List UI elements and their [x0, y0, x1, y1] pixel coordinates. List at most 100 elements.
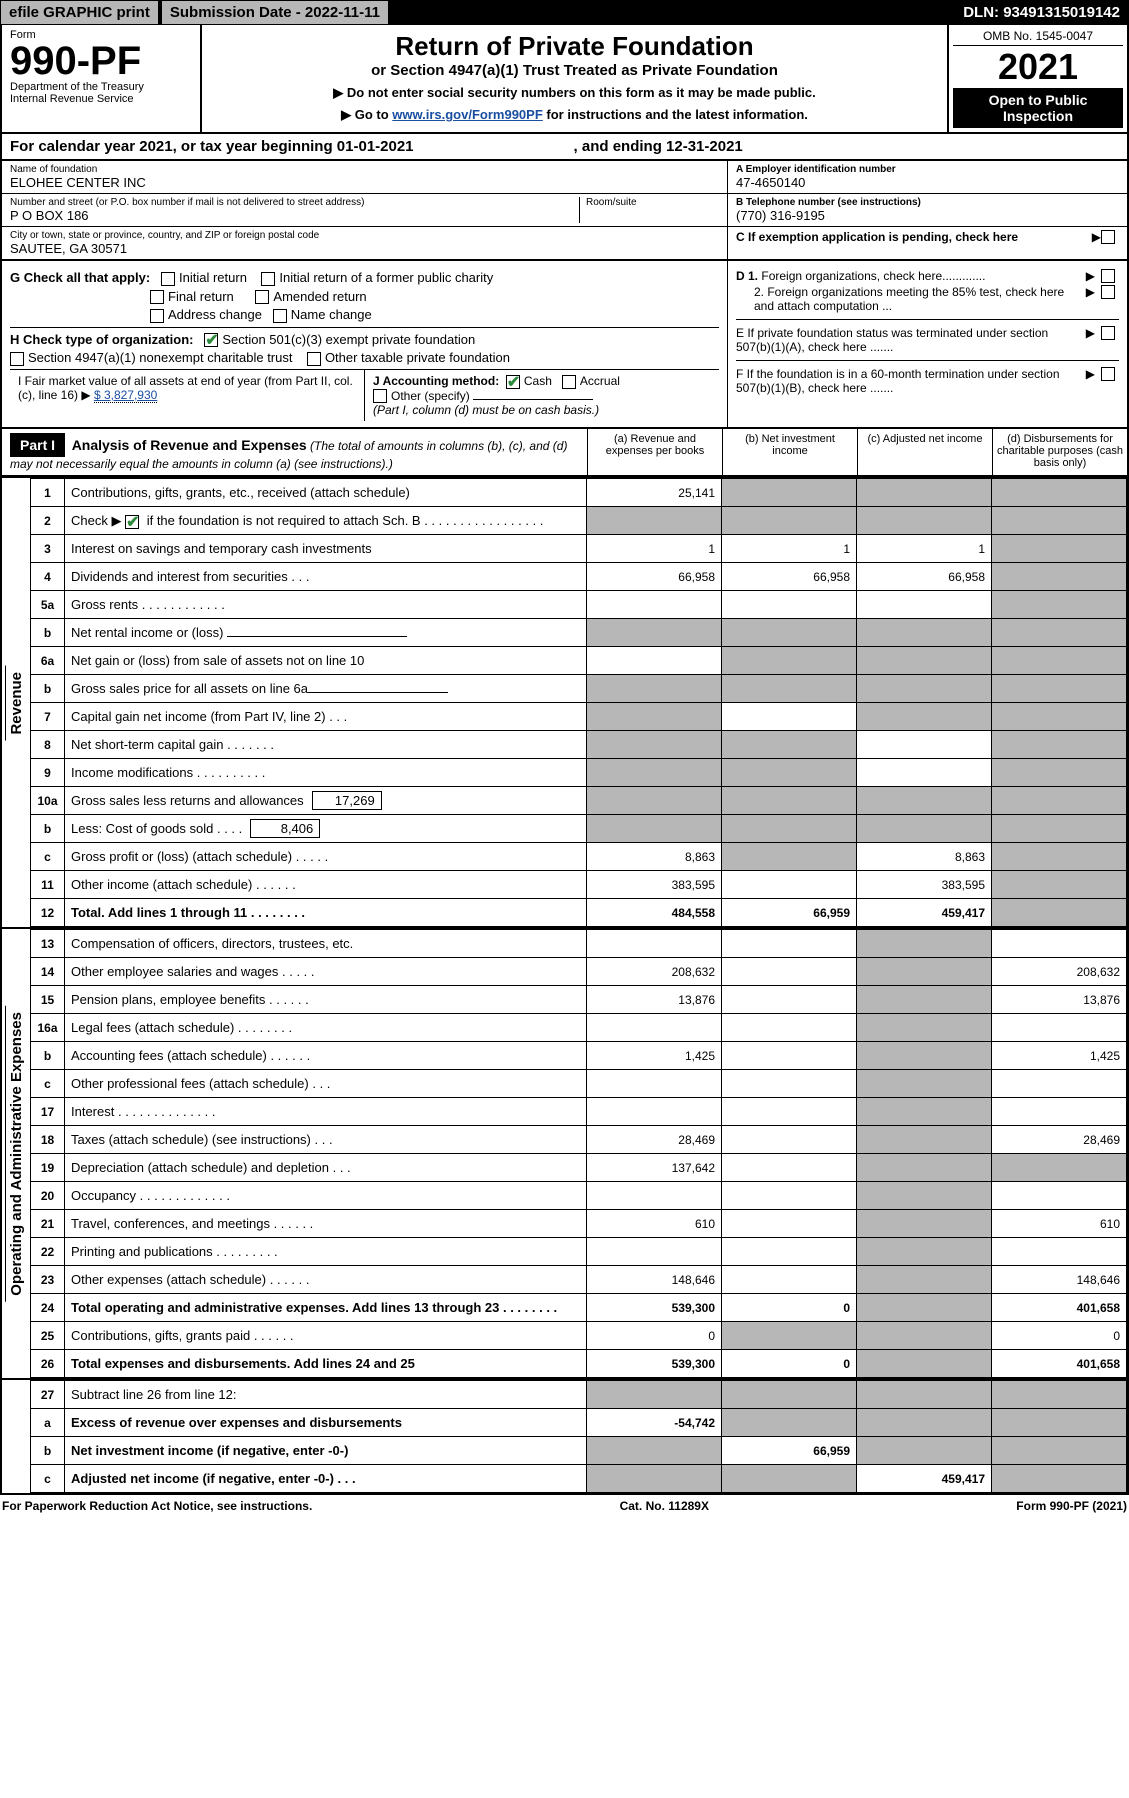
table-row: 3Interest on savings and temporary cash …	[31, 535, 1127, 563]
submission-date: Submission Date - 2022-11-11	[162, 1, 388, 24]
table-row: 14Other employee salaries and wages . . …	[31, 958, 1127, 986]
dln: DLN: 93491315019142	[955, 1, 1128, 24]
j1-text: Cash	[524, 374, 552, 388]
d1-checkbox[interactable]	[1101, 269, 1115, 283]
tax-year: 2021	[953, 46, 1123, 88]
j3-checkbox[interactable]	[373, 389, 387, 403]
h2-checkbox[interactable]	[10, 352, 24, 366]
table-row: bGross sales price for all assets on lin…	[31, 675, 1127, 703]
table-row: 11Other income (attach schedule) . . . .…	[31, 871, 1127, 899]
h3-checkbox[interactable]	[307, 352, 321, 366]
g4-checkbox[interactable]	[255, 290, 269, 304]
ij-row: I Fair market value of all assets at end…	[10, 369, 719, 422]
part1-desc: Part I Analysis of Revenue and Expenses …	[2, 429, 587, 475]
arrow-icon: ▶	[1086, 326, 1095, 340]
form-subtitle: or Section 4947(a)(1) Trust Treated as P…	[212, 62, 937, 79]
g-row-2: Final return Amended return	[10, 289, 719, 305]
part1-block: Part I Analysis of Revenue and Expenses …	[0, 429, 1129, 478]
line27-side	[2, 1380, 30, 1493]
phone-value: (770) 316-9195	[736, 208, 1119, 223]
table-row: 6aNet gain or (loss) from sale of assets…	[31, 647, 1127, 675]
g1-checkbox[interactable]	[161, 272, 175, 286]
part1-title: Analysis of Revenue and Expenses	[72, 437, 307, 453]
col-c-head: (c) Adjusted net income	[857, 429, 992, 475]
phone-cell: B Telephone number (see instructions) (7…	[728, 194, 1127, 227]
expenses-label: Operating and Administrative Expenses	[5, 1006, 27, 1302]
form-title: Return of Private Foundation	[212, 31, 937, 62]
g6-checkbox[interactable]	[273, 309, 287, 323]
table-row: 8Net short-term capital gain . . . . . .…	[31, 731, 1127, 759]
h2-text: Section 4947(a)(1) nonexempt charitable …	[28, 350, 292, 365]
j2-checkbox[interactable]	[562, 375, 576, 389]
g5-checkbox[interactable]	[150, 309, 164, 323]
city-label: City or town, state or province, country…	[10, 230, 719, 241]
j-label: J Accounting method:	[373, 374, 499, 388]
table-row: 22Printing and publications . . . . . . …	[31, 1238, 1127, 1266]
exemption-checkbox[interactable]	[1101, 230, 1115, 244]
table-row: aExcess of revenue over expenses and dis…	[31, 1409, 1127, 1437]
col-d-head: (d) Disbursements for charitable purpose…	[992, 429, 1127, 475]
schb-checkbox[interactable]	[125, 515, 139, 529]
col-b-head: (b) Net investment income	[722, 429, 857, 475]
d2-checkbox[interactable]	[1101, 285, 1115, 299]
table-row: 16aLegal fees (attach schedule) . . . . …	[31, 1014, 1127, 1042]
table-row: 24Total operating and administrative exp…	[31, 1294, 1127, 1322]
table-row: 10aGross sales less returns and allowanc…	[31, 787, 1127, 815]
table-row: cGross profit or (loss) (attach schedule…	[31, 843, 1127, 871]
city-value: SAUTEE, GA 30571	[10, 241, 719, 256]
addr-left: Number and street (or P.O. box number if…	[10, 197, 579, 223]
arrow-icon: ▶	[1086, 367, 1095, 381]
omb-number: OMB No. 1545-0047	[953, 29, 1123, 46]
table-row: 18Taxes (attach schedule) (see instructi…	[31, 1126, 1127, 1154]
room-cell: Room/suite	[579, 197, 719, 223]
table-row: 27Subtract line 26 from line 12:	[31, 1381, 1127, 1409]
e-checkbox[interactable]	[1101, 326, 1115, 340]
table-row: 7Capital gain net income (from Part IV, …	[31, 703, 1127, 731]
g2-checkbox[interactable]	[261, 272, 275, 286]
d2-text: 2. Foreign organizations meeting the 85%…	[736, 285, 1080, 313]
revenue-table: 1Contributions, gifts, grants, etc., rec…	[30, 478, 1127, 927]
j1-checkbox[interactable]	[506, 375, 520, 389]
checks-left: G Check all that apply: Initial return I…	[2, 261, 727, 427]
revenue-grid: 1Contributions, gifts, grants, etc., rec…	[30, 478, 1127, 927]
i-value[interactable]: $ 3,827,930	[94, 388, 157, 403]
h-row: H Check type of organization: Section 50…	[10, 327, 719, 348]
cal-text-1: For calendar year 2021, or tax year begi…	[10, 138, 414, 155]
h1-checkbox[interactable]	[204, 333, 218, 347]
col-a-head: (a) Revenue and expenses per books	[587, 429, 722, 475]
e-row: E If private foundation status was termi…	[736, 319, 1119, 354]
f-text: F If the foundation is in a 60-month ter…	[736, 367, 1080, 395]
name-label: Name of foundation	[10, 164, 719, 175]
open-public: Open to Public Inspection	[953, 88, 1123, 128]
entity-left: Name of foundation ELOHEE CENTER INC Num…	[2, 161, 727, 259]
ein-cell: A Employer identification number 47-4650…	[728, 161, 1127, 194]
table-row: 20Occupancy . . . . . . . . . . . . .	[31, 1182, 1127, 1210]
calendar-year-row: For calendar year 2021, or tax year begi…	[0, 134, 1129, 161]
table-row: bAccounting fees (attach schedule) . . .…	[31, 1042, 1127, 1070]
table-row: cOther professional fees (attach schedul…	[31, 1070, 1127, 1098]
form-link[interactable]: www.irs.gov/Form990PF	[392, 107, 543, 122]
cal-text-2: , and ending 12-31-2021	[574, 138, 743, 155]
h-row-2: Section 4947(a)(1) nonexempt charitable …	[10, 350, 719, 366]
footer-left: For Paperwork Reduction Act Notice, see …	[2, 1499, 312, 1513]
g3-text: Final return	[168, 289, 234, 304]
entity-info: Name of foundation ELOHEE CENTER INC Num…	[0, 161, 1129, 261]
expenses-section: Operating and Administrative Expenses 13…	[0, 929, 1129, 1380]
expenses-table: 13Compensation of officers, directors, t…	[30, 929, 1127, 1378]
g3-checkbox[interactable]	[150, 290, 164, 304]
note-1: ▶ Do not enter social security numbers o…	[212, 85, 937, 101]
table-row: cAdjusted net income (if negative, enter…	[31, 1465, 1127, 1493]
expenses-side: Operating and Administrative Expenses	[2, 929, 30, 1378]
expenses-grid: 13Compensation of officers, directors, t…	[30, 929, 1127, 1378]
table-row: 12Total. Add lines 1 through 11 . . . . …	[31, 899, 1127, 927]
table-row: 5aGross rents . . . . . . . . . . . .	[31, 591, 1127, 619]
table-row: bLess: Cost of goods sold . . . .8,406	[31, 815, 1127, 843]
f-checkbox[interactable]	[1101, 367, 1115, 381]
form-number: 990-PF	[10, 41, 192, 81]
h-label: H Check type of organization:	[10, 332, 193, 347]
j3-text: Other (specify)	[391, 389, 470, 403]
revenue-label: Revenue	[5, 666, 27, 741]
g1-text: Initial return	[179, 270, 247, 285]
form-header: Form 990-PF Department of the Treasury I…	[0, 25, 1129, 134]
table-row: bNet rental income or (loss)	[31, 619, 1127, 647]
